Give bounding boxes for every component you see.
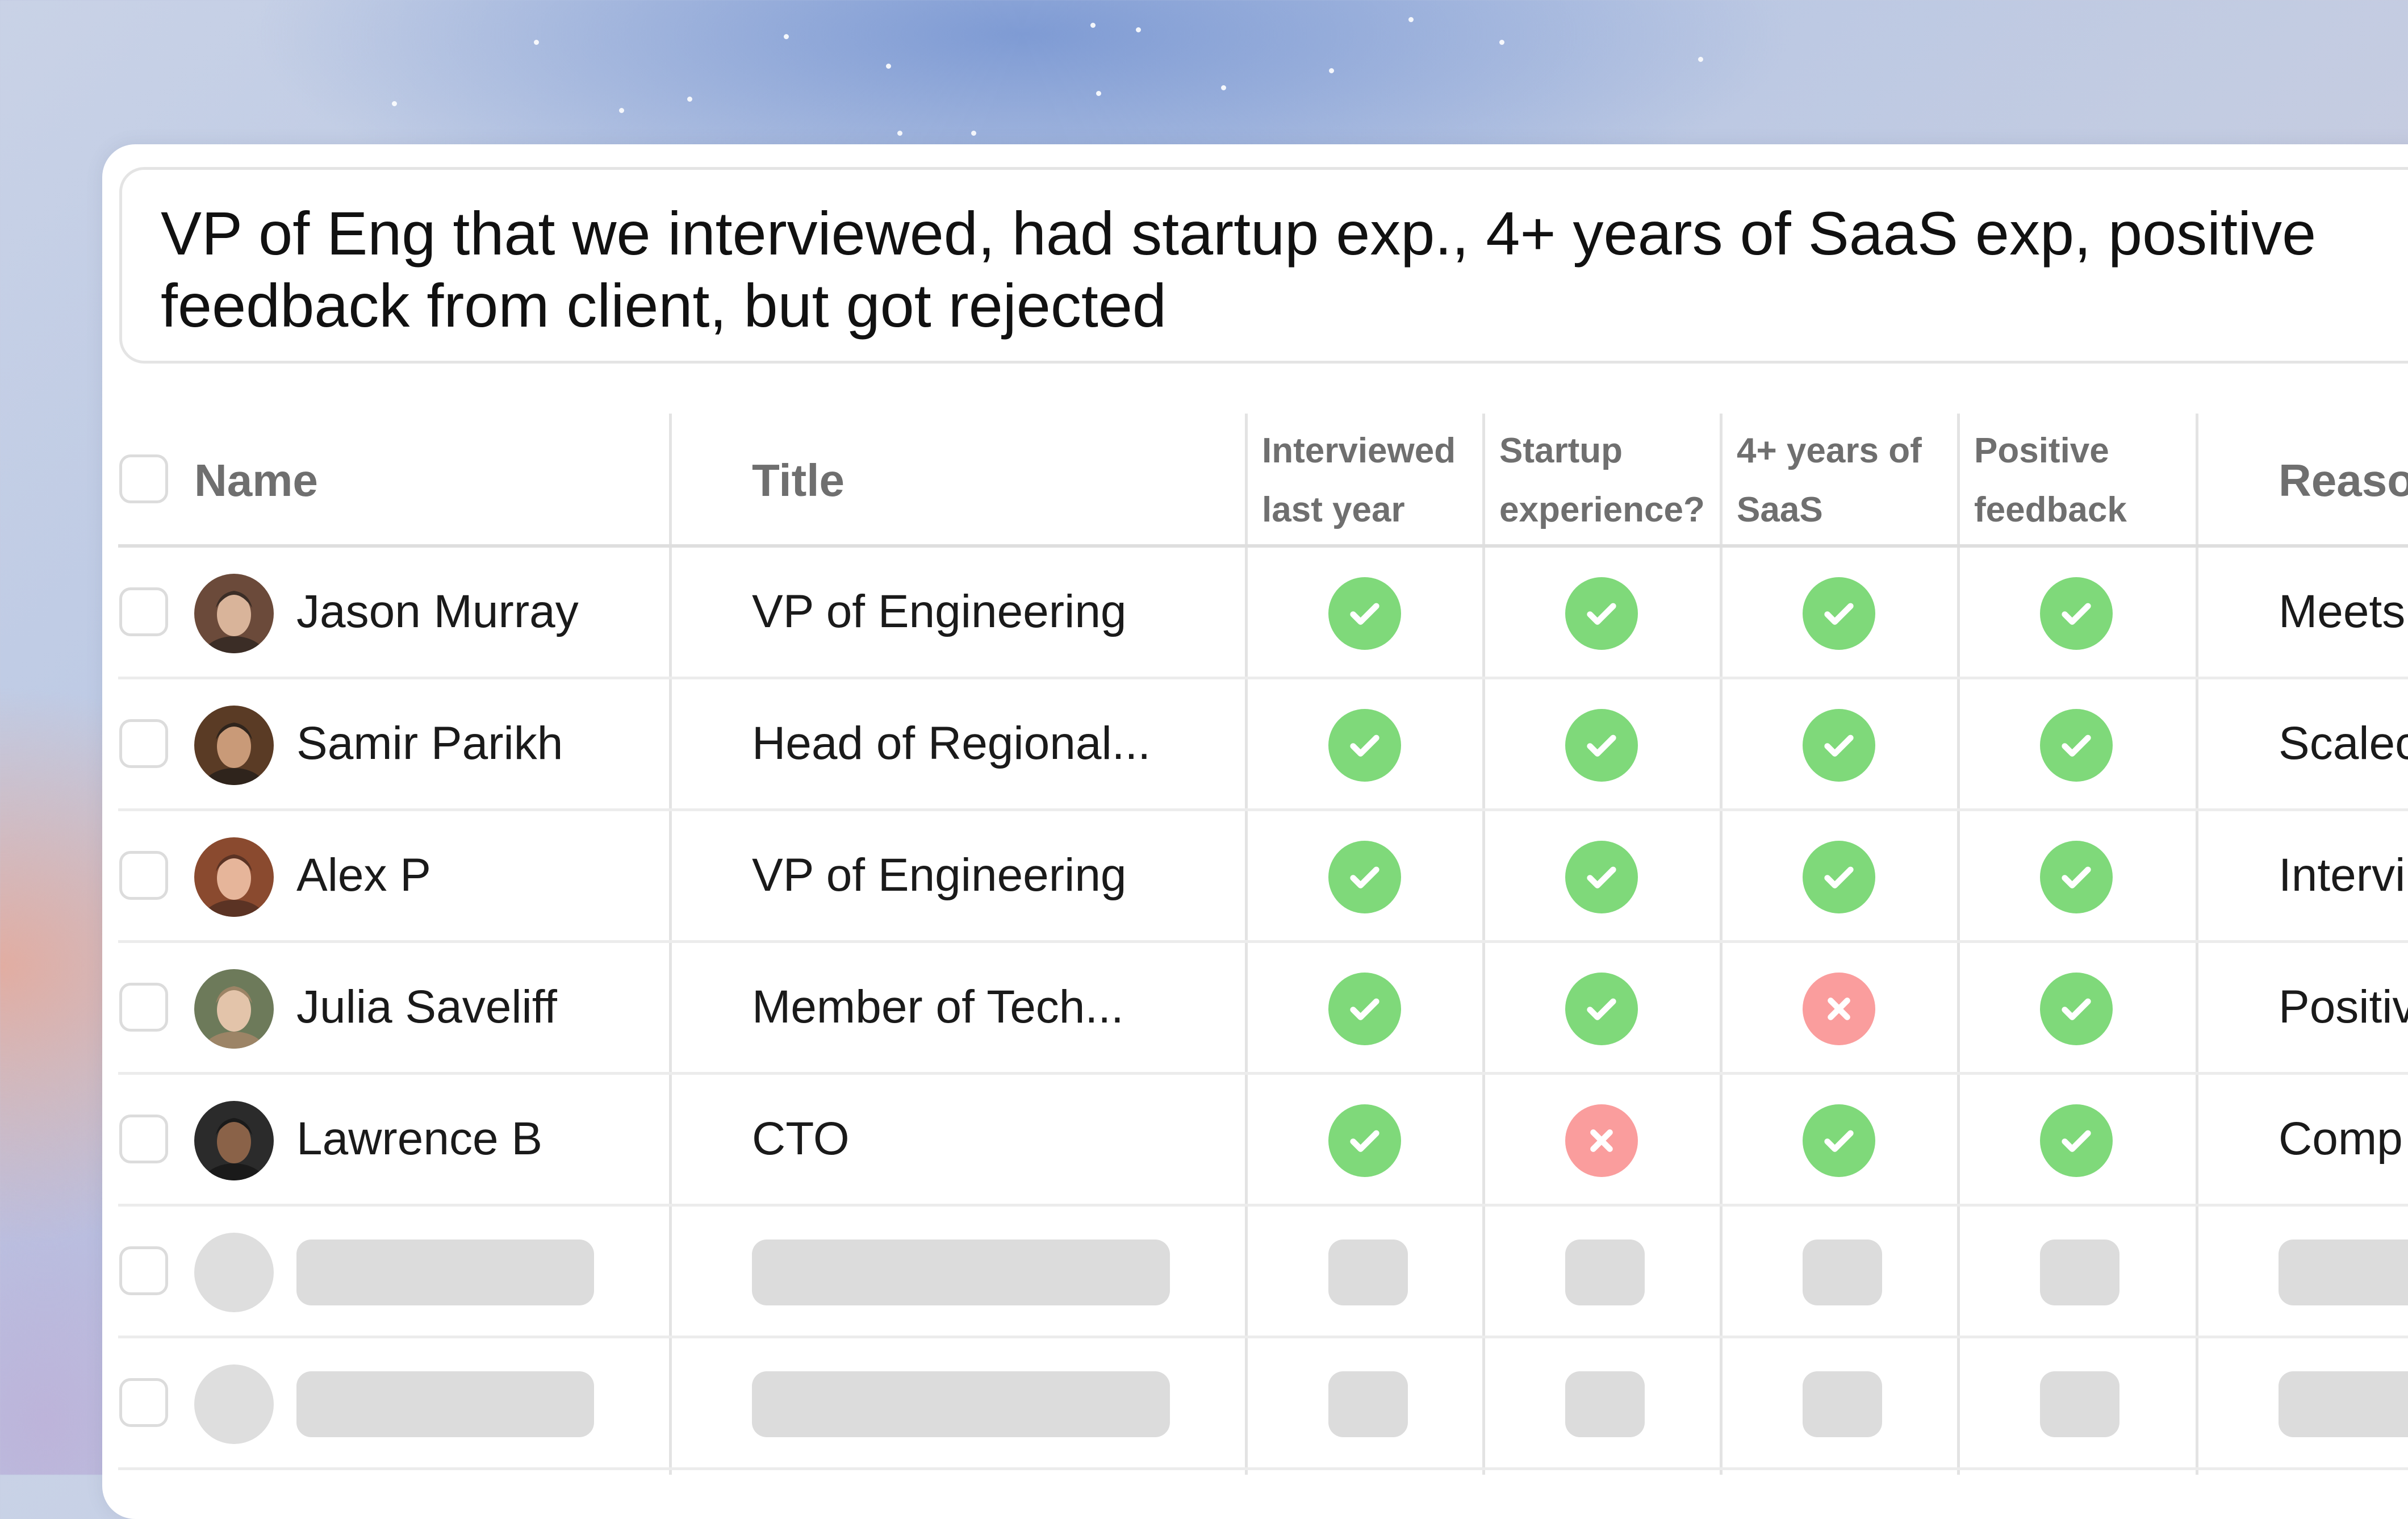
column-header-feedback[interactable]: Positive feedback (1974, 431, 2127, 529)
check-icon-startup (1565, 973, 1638, 1045)
column-header-saas[interactable]: 4+ years of SaaS (1737, 431, 1922, 529)
avatar (194, 969, 274, 1049)
candidate-reason: Comp (2279, 1113, 2403, 1165)
search-query-box[interactable]: VP of Eng that we interviewed, had start… (119, 167, 2408, 364)
check-icon-startup (1565, 709, 1638, 782)
skeleton-title (752, 1371, 1170, 1437)
candidate-title: VP of Engineering (752, 849, 1127, 901)
check-icon-startup (1565, 841, 1638, 913)
skeleton-title (752, 1240, 1170, 1305)
skeleton-avatar (194, 1364, 274, 1444)
check-icon-interviewed (1328, 841, 1401, 913)
check-icon-feedback (2040, 841, 2113, 913)
check-icon-interviewed (1328, 973, 1401, 1045)
check-icon-feedback (2040, 577, 2113, 650)
background-stars (0, 0, 2408, 148)
select-all-checkbox[interactable] (119, 454, 168, 503)
column-divider (669, 414, 672, 1475)
row-divider (118, 1204, 2408, 1207)
check-icon-saas (1803, 709, 1875, 782)
row-checkbox[interactable] (119, 719, 168, 768)
skeleton-status (1328, 1240, 1408, 1305)
row-divider (118, 1467, 2408, 1470)
check-icon-feedback (2040, 1104, 2113, 1177)
search-query-text[interactable]: VP of Eng that we interviewed, had start… (161, 199, 2317, 340)
row-divider (118, 808, 2408, 811)
candidate-name[interactable]: Alex P (296, 849, 431, 901)
check-icon-saas (1803, 1104, 1875, 1177)
skeleton-status (2040, 1371, 2119, 1437)
row-divider (118, 1336, 2408, 1338)
check-icon-interviewed (1328, 577, 1401, 650)
candidate-title: Member of Tech... (752, 981, 1124, 1033)
column-divider (1720, 414, 1723, 1475)
check-icon-startup (1565, 577, 1638, 650)
candidate-name[interactable]: Samir Parikh (296, 717, 563, 769)
row-checkbox[interactable] (119, 1115, 168, 1163)
column-header-title[interactable]: Title (752, 455, 845, 506)
candidate-name[interactable]: Lawrence B (296, 1113, 543, 1165)
skeleton-name (296, 1371, 594, 1437)
column-header-interviewed[interactable]: Interviewed last year (1262, 431, 1456, 529)
skeleton-status (1565, 1371, 1645, 1437)
row-divider (118, 940, 2408, 943)
candidate-reason: Positiv (2279, 981, 2408, 1033)
check-icon-feedback (2040, 973, 2113, 1045)
candidate-title: Head of Regional... (752, 717, 1151, 769)
avatar (194, 1101, 274, 1180)
column-header-startup[interactable]: Startup experience? (1499, 431, 1705, 529)
avatar (194, 574, 274, 653)
candidate-reason: Intervi (2279, 849, 2406, 901)
candidate-reason: Meets (2279, 586, 2406, 637)
row-checkbox[interactable] (119, 1246, 168, 1295)
header-divider (118, 544, 2408, 548)
row-checkbox[interactable] (119, 1378, 168, 1427)
candidate-title: VP of Engineering (752, 586, 1127, 637)
row-checkbox[interactable] (119, 851, 168, 900)
check-icon-saas (1803, 841, 1875, 913)
column-divider (1482, 414, 1485, 1475)
column-divider (2196, 414, 2198, 1475)
candidate-reason: Scalec (2279, 717, 2408, 769)
skeleton-status (2040, 1240, 2119, 1305)
row-divider (118, 1072, 2408, 1075)
row-divider (118, 677, 2408, 679)
skeleton-status (1803, 1240, 1882, 1305)
avatar (194, 837, 274, 917)
skeleton-reason (2279, 1240, 2408, 1305)
skeleton-status (1328, 1371, 1408, 1437)
skeleton-name (296, 1240, 594, 1305)
check-icon-saas (1803, 577, 1875, 650)
check-icon-feedback (2040, 709, 2113, 782)
column-header-reason[interactable]: Reaso (2279, 455, 2408, 506)
avatar (194, 706, 274, 785)
column-divider (1245, 414, 1248, 1475)
column-header-name[interactable]: Name (194, 455, 318, 506)
skeleton-reason (2279, 1371, 2408, 1437)
skeleton-status (1803, 1371, 1882, 1437)
candidate-name[interactable]: Jason Murray (296, 586, 579, 637)
row-checkbox[interactable] (119, 983, 168, 1032)
check-icon-interviewed (1328, 709, 1401, 782)
candidate-title: CTO (752, 1113, 850, 1165)
skeleton-avatar (194, 1233, 274, 1312)
x-icon-saas (1803, 973, 1875, 1045)
check-icon-interviewed (1328, 1104, 1401, 1177)
candidate-name[interactable]: Julia Saveliff (296, 981, 557, 1033)
row-checkbox[interactable] (119, 587, 168, 636)
x-icon-startup (1565, 1104, 1638, 1177)
column-divider (1957, 414, 1960, 1475)
skeleton-status (1565, 1240, 1645, 1305)
